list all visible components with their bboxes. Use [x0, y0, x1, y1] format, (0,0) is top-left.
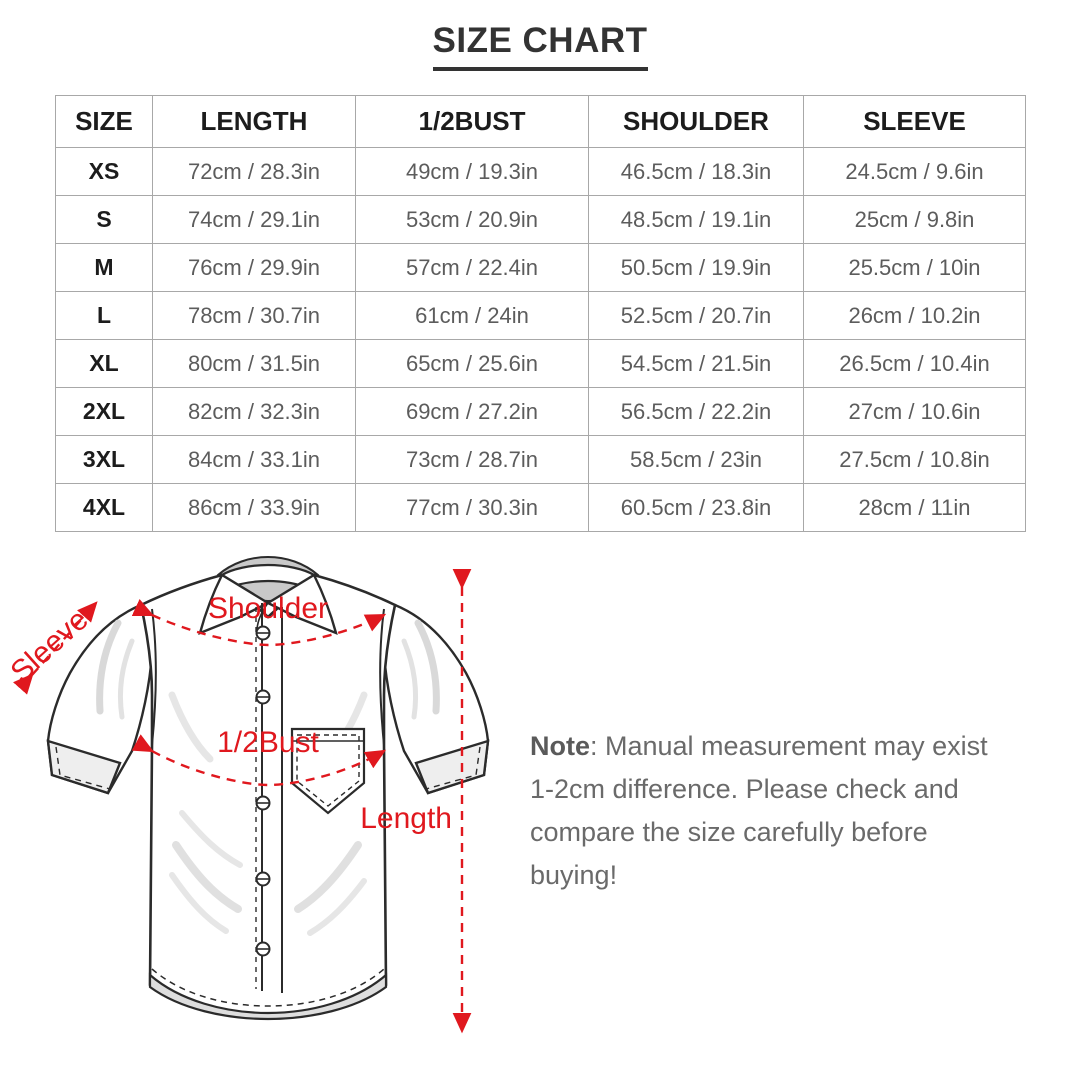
table-row: XL 80cm / 31.5in 65cm / 25.6in 54.5cm / … [55, 339, 1026, 388]
column-header-length: LENGTH [152, 95, 356, 148]
cell-size: XS [55, 147, 153, 196]
body-wrinkle [294, 841, 362, 913]
cell-size: 4XL [55, 483, 153, 532]
column-header-size: SIZE [55, 95, 153, 148]
column-header-bust: 1/2BUST [355, 95, 589, 148]
cell-size: M [55, 243, 153, 292]
table-row: M 76cm / 29.9in 57cm / 22.4in 50.5cm / 1… [55, 243, 1026, 292]
cell-bust: 73cm / 28.7in [355, 435, 589, 484]
table-header-row: SIZE LENGTH 1/2BUST SHOULDER SLEEVE [55, 95, 1026, 148]
hem-stitch [151, 968, 385, 1007]
cell-length: 74cm / 29.1in [152, 195, 356, 244]
cell-bust: 49cm / 19.3in [355, 147, 589, 196]
cell-shoulder: 60.5cm / 23.8in [588, 483, 804, 532]
shirt-graphic [46, 555, 490, 1021]
table-row: XS 72cm / 28.3in 49cm / 19.3in 46.5cm / … [55, 147, 1026, 196]
cell-size: L [55, 291, 153, 340]
sleeve-fold [401, 638, 419, 720]
cell-length: 84cm / 33.1in [152, 435, 356, 484]
table-row: 4XL 86cm / 33.9in 77cm / 30.3in 60.5cm /… [55, 483, 1026, 532]
cell-length: 78cm / 30.7in [152, 291, 356, 340]
sleeve-fold [414, 619, 440, 715]
cell-length: 86cm / 33.9in [152, 483, 356, 532]
sleeve-fold [117, 638, 135, 720]
shirt-hem [148, 972, 388, 1021]
sleeve-fold [96, 619, 122, 715]
cell-sleeve: 25.5cm / 10in [803, 243, 1026, 292]
cell-shoulder: 50.5cm / 19.9in [588, 243, 804, 292]
table-row: 3XL 84cm / 33.1in 73cm / 28.7in 58.5cm /… [55, 435, 1026, 484]
note-label: Note [530, 731, 590, 761]
body-wrinkle [172, 841, 242, 913]
cell-sleeve: 26.5cm / 10.4in [803, 339, 1026, 388]
cell-shoulder: 58.5cm / 23in [588, 435, 804, 484]
table-row: L 78cm / 30.7in 61cm / 24in 52.5cm / 20.… [55, 291, 1026, 340]
table-row: 2XL 82cm / 32.3in 69cm / 27.2in 56.5cm /… [55, 387, 1026, 436]
cell-sleeve: 27cm / 10.6in [803, 387, 1026, 436]
cell-size: S [55, 195, 153, 244]
body-wrinkle [179, 810, 243, 868]
cell-shoulder: 52.5cm / 20.7in [588, 291, 804, 340]
shirt-illustration: Shoulder 1/2Bust Sleeve Length [5, 555, 490, 1034]
cell-shoulder: 56.5cm / 22.2in [588, 387, 804, 436]
button [255, 689, 271, 705]
cell-size: 2XL [55, 387, 153, 436]
cell-length: 80cm / 31.5in [152, 339, 356, 388]
cell-bust: 53cm / 20.9in [355, 195, 589, 244]
cell-size: XL [55, 339, 153, 388]
column-header-sleeve: SLEEVE [803, 95, 1026, 148]
cell-shoulder: 48.5cm / 19.1in [588, 195, 804, 244]
note-text: : Manual measurement may exist 1-2cm dif… [530, 731, 988, 890]
body-wrinkle [307, 878, 367, 936]
cell-bust: 69cm / 27.2in [355, 387, 589, 436]
cell-bust: 77cm / 30.3in [355, 483, 589, 532]
pocket-stitch [296, 734, 360, 807]
left-cuff [46, 739, 122, 795]
shoulder-label: Shoulder [208, 592, 328, 625]
cell-sleeve: 28cm / 11in [803, 483, 1026, 532]
cell-bust: 65cm / 25.6in [355, 339, 589, 388]
cell-shoulder: 46.5cm / 18.3in [588, 147, 804, 196]
button [255, 795, 271, 811]
size-table-container: SIZE LENGTH 1/2BUST SHOULDER SLEEVE XS 7… [55, 95, 1026, 532]
cell-size: 3XL [55, 435, 153, 484]
cell-length: 82cm / 32.3in [152, 387, 356, 436]
bust-measure-line [131, 734, 387, 787]
length-label: Length [360, 802, 452, 835]
cell-length: 72cm / 28.3in [152, 147, 356, 196]
bust-label: 1/2Bust [217, 726, 319, 759]
cell-sleeve: 26cm / 10.2in [803, 291, 1026, 340]
size-chart-table: SIZE LENGTH 1/2BUST SHOULDER SLEEVE XS 7… [55, 95, 1026, 532]
button [255, 941, 271, 957]
cell-length: 76cm / 29.9in [152, 243, 356, 292]
page-title: SIZE CHART [432, 21, 648, 71]
body-wrinkle [169, 872, 229, 934]
sleeve-measure-line [13, 601, 98, 695]
table-row: S 74cm / 29.1in 53cm / 20.9in 48.5cm / 1… [55, 195, 1026, 244]
cell-bust: 57cm / 22.4in [355, 243, 589, 292]
cell-bust: 61cm / 24in [355, 291, 589, 340]
cell-shoulder: 54.5cm / 21.5in [588, 339, 804, 388]
cell-sleeve: 25cm / 9.8in [803, 195, 1026, 244]
column-header-shoulder: SHOULDER [588, 95, 804, 148]
button [255, 871, 271, 887]
measurement-diagram-section: Shoulder 1/2Bust Sleeve Length Note: Man… [0, 545, 1080, 1080]
cell-sleeve: 24.5cm / 9.6in [803, 147, 1026, 196]
cell-sleeve: 27.5cm / 10.8in [803, 435, 1026, 484]
note-block: Note: Manual measurement may exist 1-2cm… [530, 725, 1010, 897]
button [255, 625, 271, 641]
title-container: SIZE CHART [0, 0, 1080, 71]
shoulder-measure-line [131, 598, 387, 647]
